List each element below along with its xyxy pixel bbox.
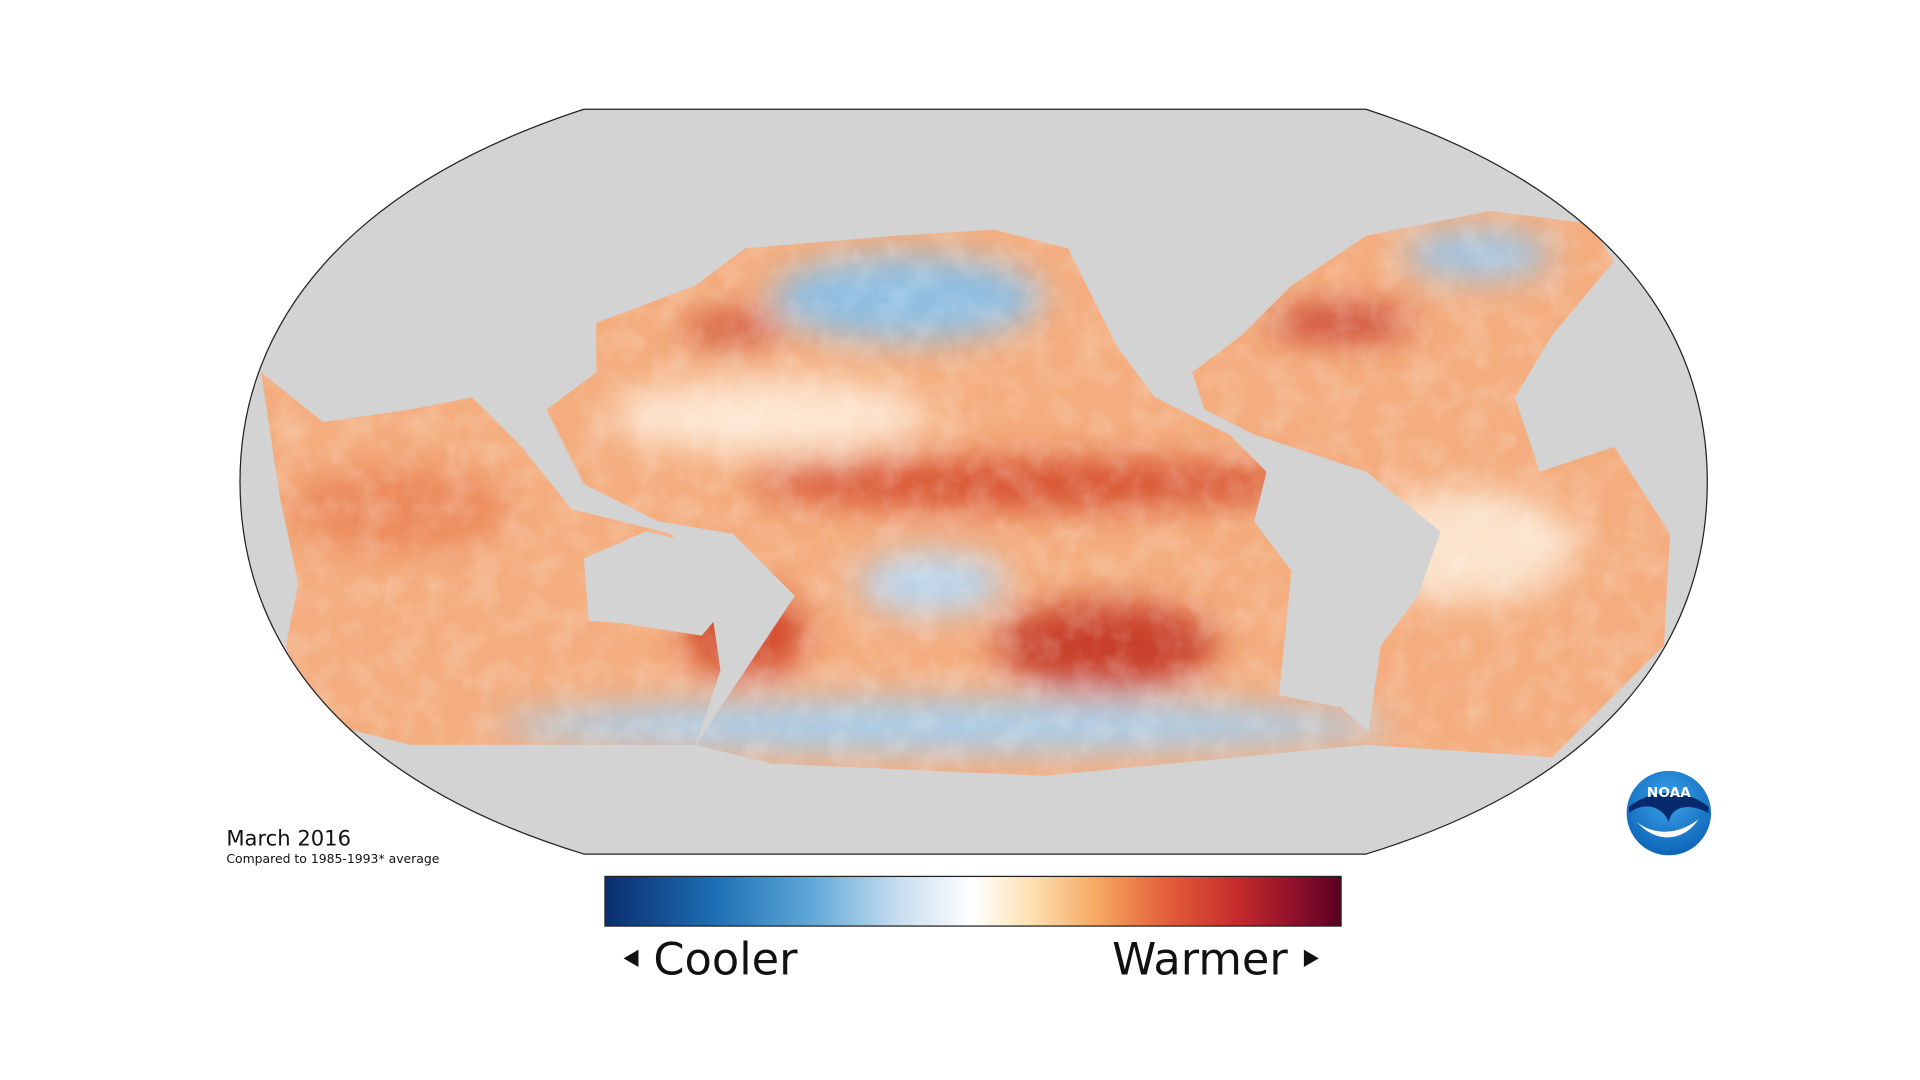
noaa-logo: NOAA: [1624, 768, 1714, 858]
arrow-left: [623, 949, 639, 968]
map-date: March 2016: [226, 825, 351, 850]
arrow-right: [1303, 949, 1319, 968]
colorbar: [604, 875, 1342, 927]
south-america: [1266, 446, 1441, 733]
map-baseline: Compared to 1985-1993* average: [226, 851, 439, 866]
legend-low: Cooler: [653, 933, 798, 985]
map-outline: [239, 108, 1708, 855]
logo-text: NOAA: [1647, 785, 1691, 801]
legend-high: Warmer: [1112, 933, 1288, 985]
australia: [583, 531, 736, 636]
map: [240, 109, 1708, 855]
